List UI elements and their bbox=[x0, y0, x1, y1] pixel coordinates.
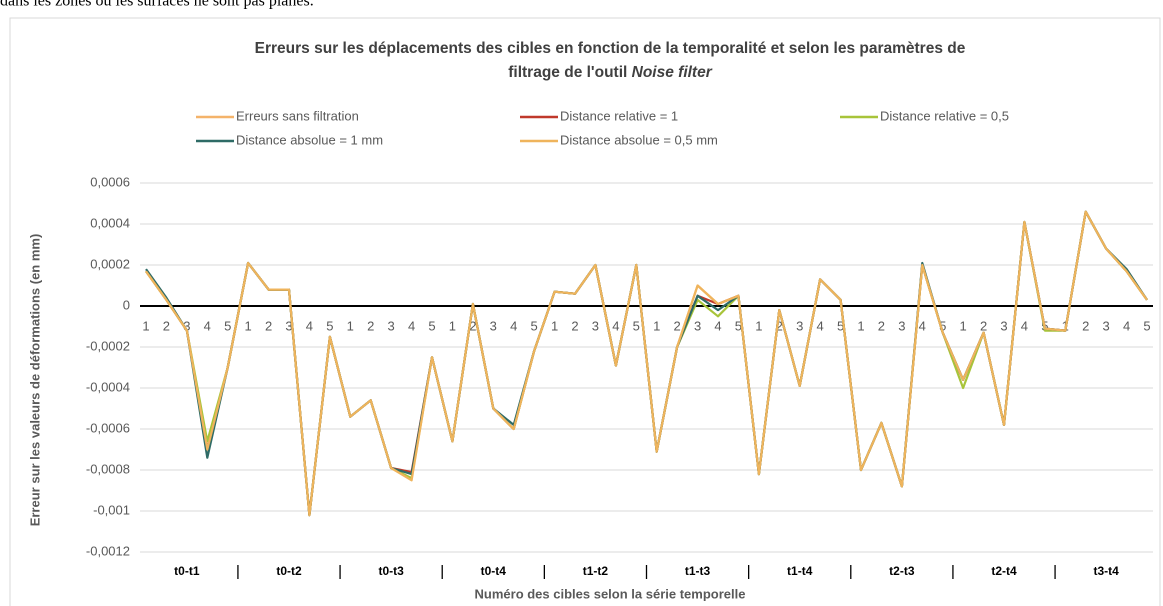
y-tick-label: 0,0004 bbox=[90, 215, 130, 230]
x-tick-label: 5 bbox=[428, 318, 435, 333]
x-tick-label: 1 bbox=[245, 318, 252, 333]
legend-label: Distance absolue = 1 mm bbox=[236, 132, 383, 147]
x-tick-label: 1 bbox=[347, 318, 354, 333]
x-tick-label: 3 bbox=[898, 318, 905, 333]
x-tick-label: 3 bbox=[490, 318, 497, 333]
group-label: t2-t4 bbox=[991, 564, 1017, 578]
x-tick-label: 5 bbox=[1143, 318, 1150, 333]
legend-label: Erreurs sans filtration bbox=[236, 108, 359, 123]
x-tick-label: 3 bbox=[796, 318, 803, 333]
x-tick-label: 3 bbox=[285, 318, 292, 333]
group-label: t1-t3 bbox=[685, 564, 711, 578]
x-tick-label: 3 bbox=[183, 318, 190, 333]
x-tick-label: 4 bbox=[1021, 318, 1028, 333]
y-tick-label: -0,0008 bbox=[86, 461, 130, 476]
y-tick-label: 0 bbox=[123, 297, 130, 312]
x-tick-label: 4 bbox=[408, 318, 415, 333]
y-axis-label: Erreur sur les valeurs de déformations (… bbox=[27, 234, 42, 527]
x-tick-label: 4 bbox=[306, 318, 313, 333]
y-tick-label: 0,0006 bbox=[90, 174, 130, 189]
group-label: t1-t2 bbox=[583, 564, 609, 578]
x-tick-label: 2 bbox=[469, 318, 476, 333]
y-tick-label: -0,0006 bbox=[86, 420, 130, 435]
chart-title: filtrage de l'outil Noise filter bbox=[508, 64, 712, 81]
y-tick-label: -0,0004 bbox=[86, 379, 130, 394]
title-part: Noise filter bbox=[632, 64, 713, 81]
group-label: t3-t4 bbox=[1093, 564, 1119, 578]
group-label: t0-t1 bbox=[174, 564, 200, 578]
x-axis-label: Numéro des cibles selon la série tempore… bbox=[475, 586, 746, 601]
series-line bbox=[145, 210, 1148, 517]
x-tick-label: 1 bbox=[551, 318, 558, 333]
legend-label: Distance relative = 0,5 bbox=[880, 108, 1009, 123]
group-label: t0-t3 bbox=[378, 564, 404, 578]
x-tick-label: 5 bbox=[939, 318, 946, 333]
x-tick-label: 1 bbox=[449, 318, 456, 333]
x-tick-label: 5 bbox=[224, 318, 231, 333]
x-tick-label: 2 bbox=[776, 318, 783, 333]
chart-title: Erreurs sur les déplacements des cibles … bbox=[255, 40, 966, 57]
x-tick-label: 5 bbox=[735, 318, 742, 333]
x-tick-label: 2 bbox=[571, 318, 578, 333]
x-tick-label: 3 bbox=[1103, 318, 1110, 333]
x-tick-label: 4 bbox=[817, 318, 824, 333]
x-tick-label: 5 bbox=[633, 318, 640, 333]
x-tick-label: 2 bbox=[1082, 318, 1089, 333]
x-tick-label: 4 bbox=[919, 318, 926, 333]
x-tick-label: 4 bbox=[204, 318, 211, 333]
x-tick-label: 1 bbox=[142, 318, 149, 333]
x-tick-label: 3 bbox=[694, 318, 701, 333]
group-label: t1-t4 bbox=[787, 564, 813, 578]
chart-border bbox=[9, 17, 1161, 606]
x-tick-label: 2 bbox=[265, 318, 272, 333]
x-tick-label: 2 bbox=[980, 318, 987, 333]
title-part: filtrage de l'outil bbox=[508, 64, 631, 81]
x-tick-label: 1 bbox=[653, 318, 660, 333]
x-tick-label: 5 bbox=[326, 318, 333, 333]
x-tick-label: 2 bbox=[674, 318, 681, 333]
y-tick-label: -0,0012 bbox=[86, 543, 130, 558]
x-tick-label: 4 bbox=[714, 318, 721, 333]
legend-label: Distance relative = 1 bbox=[560, 108, 678, 123]
y-tick-label: 0,0002 bbox=[90, 256, 130, 271]
y-tick-label: -0,001 bbox=[93, 502, 130, 517]
group-label: t0-t2 bbox=[276, 564, 302, 578]
x-tick-label: 5 bbox=[837, 318, 844, 333]
x-tick-label: 2 bbox=[163, 318, 170, 333]
x-tick-label: 3 bbox=[388, 318, 395, 333]
x-tick-label: 4 bbox=[510, 318, 517, 333]
x-tick-label: 4 bbox=[1123, 318, 1130, 333]
x-tick-label: 2 bbox=[878, 318, 885, 333]
x-tick-label: 1 bbox=[960, 318, 967, 333]
y-tick-label: -0,0002 bbox=[86, 338, 130, 353]
x-tick-label: 5 bbox=[531, 318, 538, 333]
x-tick-label: 4 bbox=[612, 318, 619, 333]
legend-label: Distance absolue = 0,5 mm bbox=[560, 132, 718, 147]
x-tick-label: 2 bbox=[367, 318, 374, 333]
group-label: t0-t4 bbox=[481, 564, 507, 578]
group-label: t2-t3 bbox=[889, 564, 915, 578]
x-tick-label: 1 bbox=[755, 318, 762, 333]
x-tick-label: 3 bbox=[592, 318, 599, 333]
x-tick-label: 1 bbox=[857, 318, 864, 333]
x-tick-label: 3 bbox=[1000, 318, 1007, 333]
intro-text: dans les zones où les surfaces ne sont p… bbox=[0, 0, 314, 10]
